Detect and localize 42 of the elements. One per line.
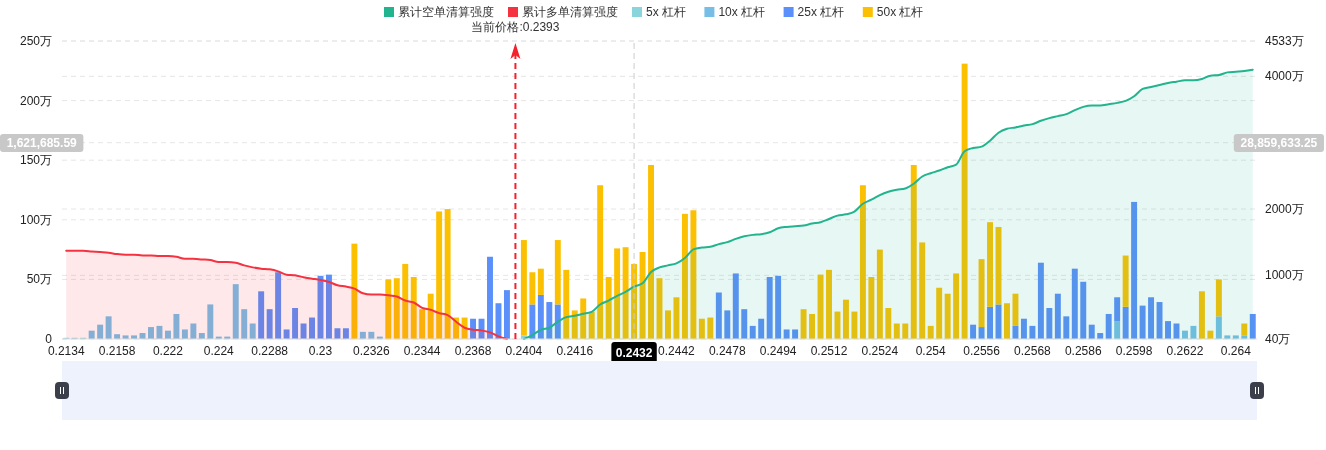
legend-label: 累计空单清算强度 xyxy=(398,5,494,19)
x-tick-label: 0.2556 xyxy=(963,344,1001,358)
x-tick-label: 0.224 xyxy=(203,344,235,358)
x-tick-label: 0.2586 xyxy=(1064,344,1102,358)
y-tick-label: 250万 xyxy=(19,34,52,48)
x-tick-label: 0.2288 xyxy=(251,344,289,358)
y2-tick-label: 4533万 xyxy=(1265,34,1304,48)
x-tick-label: 0.2326 xyxy=(352,344,391,358)
x-tick-label: 0.2368 xyxy=(454,344,492,358)
legend-label: 5x 杠杆 xyxy=(646,5,687,19)
legend-label: 25x 杠杆 xyxy=(797,5,845,19)
y2-tick-label: 40万 xyxy=(1265,332,1291,346)
x-tick-label: 0.2416 xyxy=(556,344,594,358)
x-tick-label: 0.264 xyxy=(1220,344,1252,358)
x-tick-label: 0.2598 xyxy=(1115,344,1153,358)
x-tick-label: 0.2442 xyxy=(658,344,696,358)
x-tick-label: 0.2512 xyxy=(810,344,848,358)
y2-tick-label: 1000万 xyxy=(1265,268,1304,283)
x-tick-label: 0.2622 xyxy=(1166,344,1204,358)
x-tick-label: 0.2524 xyxy=(861,344,899,358)
y-tick-label: 50万 xyxy=(26,272,52,287)
x-tick-label: 0.23 xyxy=(308,344,333,358)
legend-label: 10x 杠杆 xyxy=(718,5,766,19)
legend-label: 50x 杠杆 xyxy=(876,5,924,19)
y-tick-label: 100万 xyxy=(19,212,52,227)
x-tick-label: 0.222 xyxy=(152,344,184,358)
x-tick-label: 0.2344 xyxy=(403,344,441,358)
text: 当前价格:0.2393 xyxy=(471,20,560,34)
y2-tick-label: 2000万 xyxy=(1265,202,1304,216)
y-tick-label: 200万 xyxy=(19,93,52,108)
x-tick-label: 0.2134 xyxy=(47,344,85,358)
x-tick-label: 0.2568 xyxy=(1014,344,1052,358)
y-tick-label: 0 xyxy=(45,332,53,346)
x-tick-label: 0.2478 xyxy=(708,344,746,358)
x-tick-label: 0.2404 xyxy=(505,344,543,358)
x-tick-label: 0.254 xyxy=(915,344,947,358)
legend-label: 累计多单清算强度 xyxy=(522,5,618,19)
y2-tick-label: 4000万 xyxy=(1265,69,1304,84)
y-tick-label: 150万 xyxy=(19,153,52,168)
x-tick-label: 0.2494 xyxy=(759,344,797,358)
x-tick-label: 0.2432 xyxy=(615,346,653,360)
x-tick-label: 0.2158 xyxy=(98,344,136,358)
